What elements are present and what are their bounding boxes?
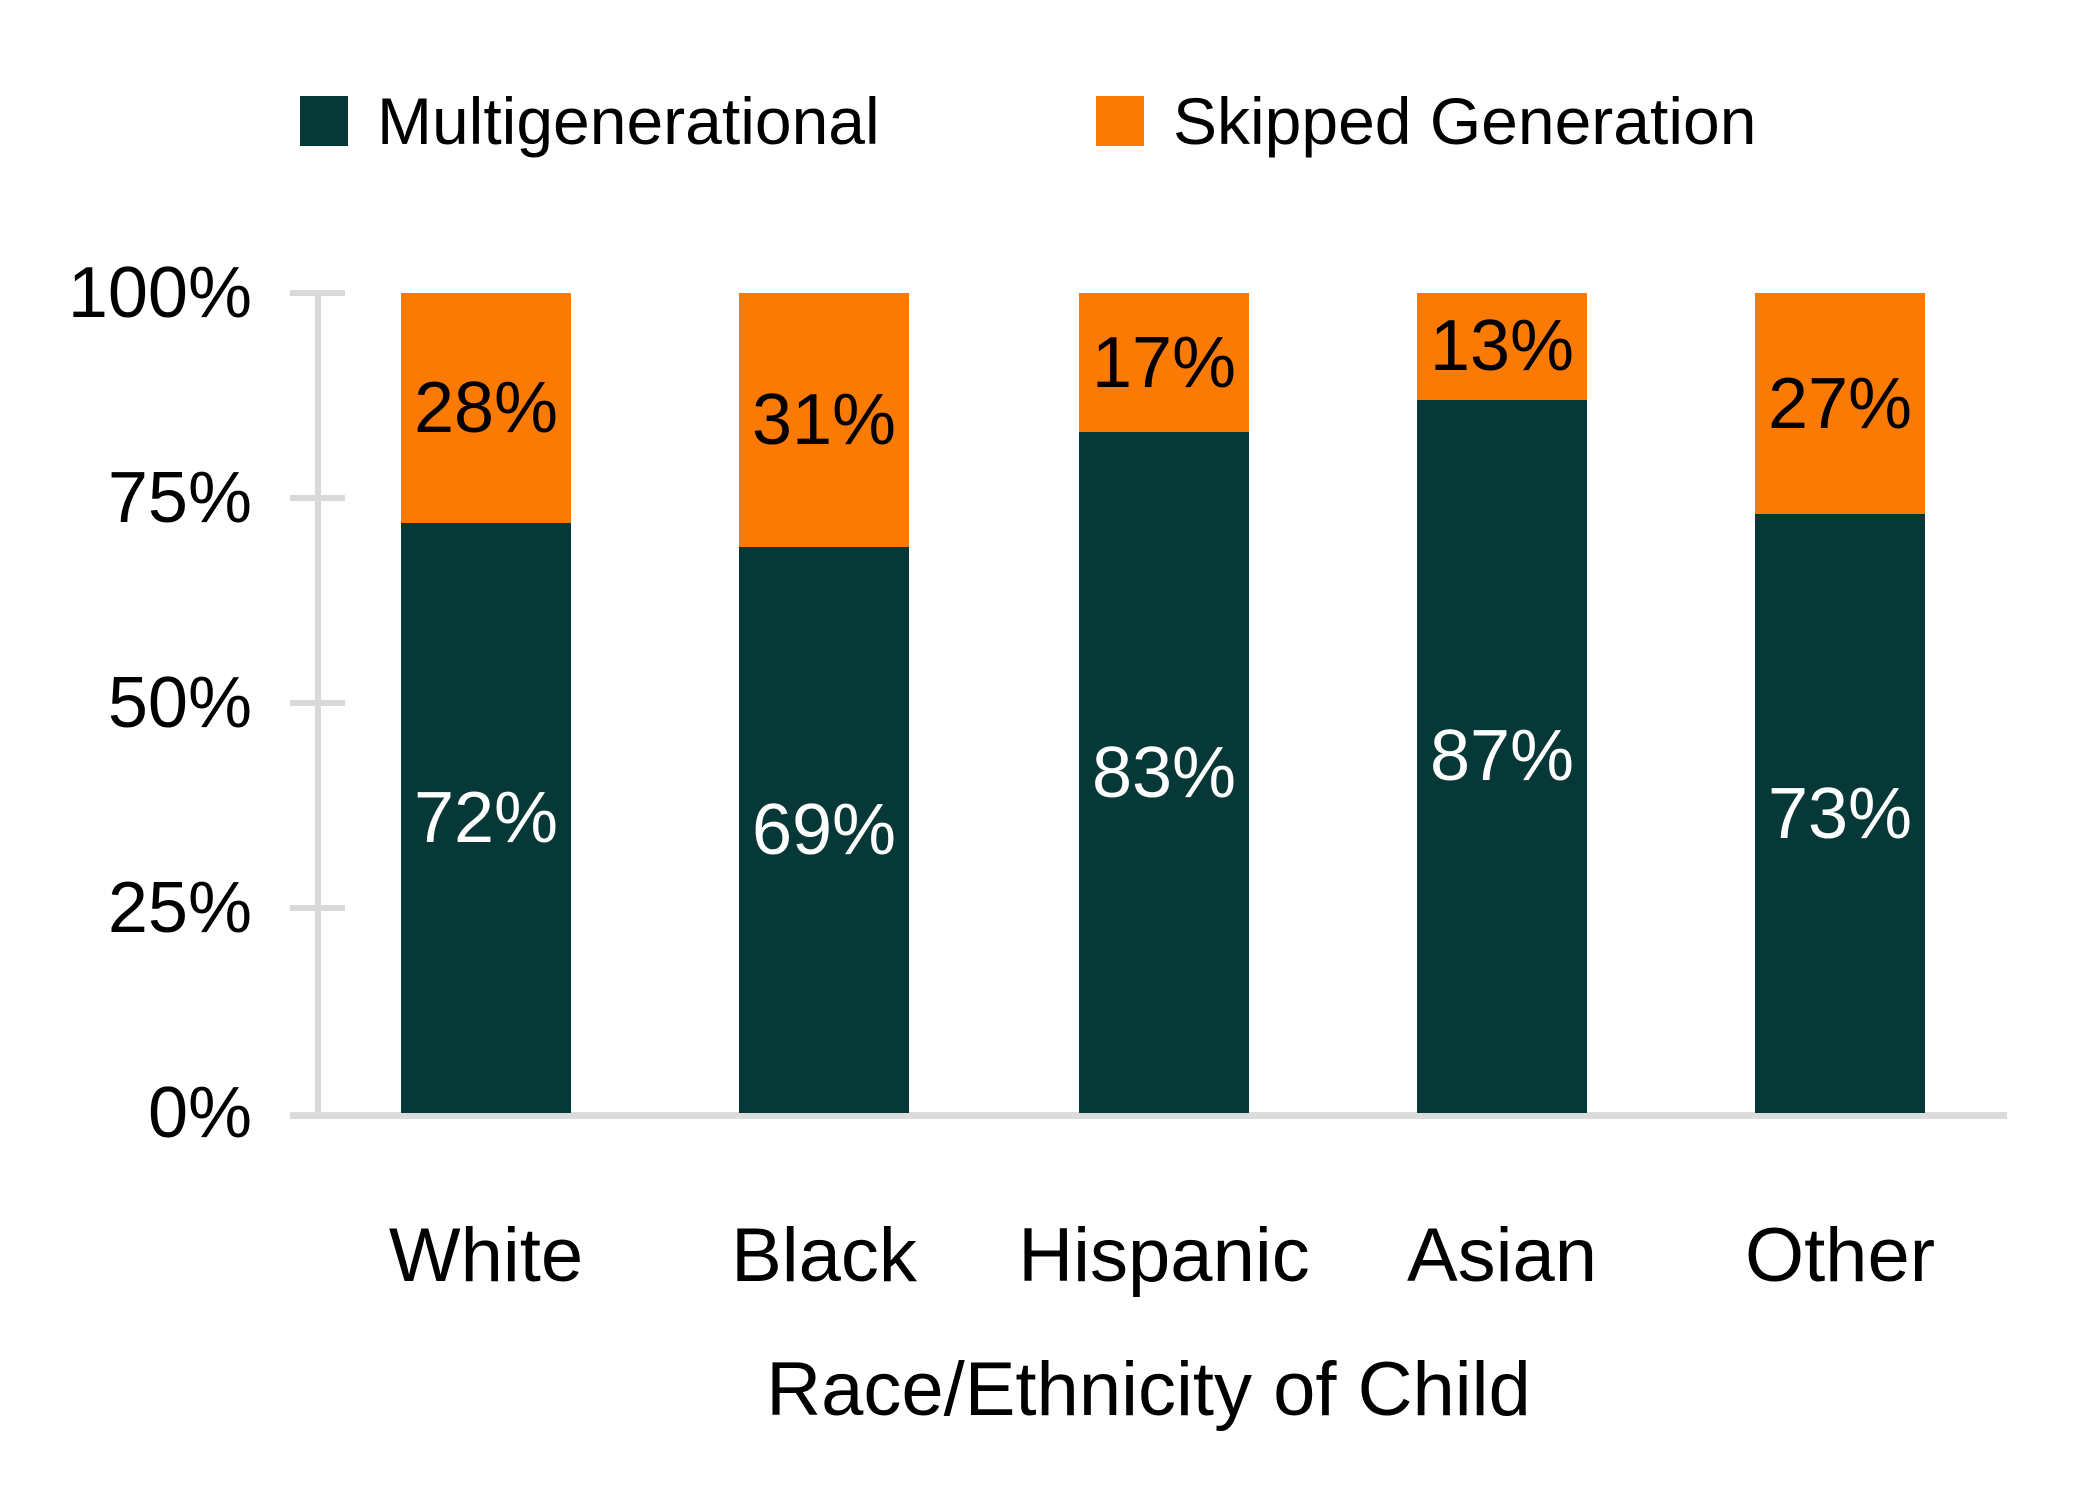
data-label: 87% [1429,716,1575,797]
x-tick-label-hispanic: Hispanic [1018,1213,1310,1298]
bar-white: 28% 72% [401,293,571,1113]
data-label: 17% [1091,322,1237,403]
bar-other: 27% 73% [1755,293,1925,1113]
x-tick-label-other: Other [1744,1213,1936,1298]
bar-segment-skipped-generation-asian: 13% [1417,293,1587,400]
legend-label-multigenerational: Multigenerational [377,84,880,158]
x-axis-line [290,1112,2007,1119]
bar-segment-multigenerational-asian: 87% [1417,399,1587,1113]
bar-black: 31% 69% [739,293,909,1113]
y-tick-label: 100% [67,253,252,333]
y-tick-label: 0% [147,1073,252,1153]
data-label: 13% [1429,306,1575,387]
legend-swatch-skipped-generation [1096,96,1144,146]
y-tick-mark [290,700,345,706]
bar-segment-multigenerational-black: 69% [739,547,909,1113]
x-tick-label-asian: Asian [1406,1213,1598,1298]
y-tick-label: 25% [107,868,252,948]
legend-label-skipped-generation: Skipped Generation [1173,84,1757,158]
legend-swatch-multigenerational [300,96,348,146]
data-label: 28% [413,367,559,448]
x-tick-label-white: White [388,1213,584,1298]
y-tick-mark [290,495,345,501]
data-label: 31% [751,380,897,461]
data-label: 27% [1767,363,1913,444]
x-tick-label-black: Black [731,1213,917,1298]
bar-segment-multigenerational-white: 72% [401,522,571,1113]
data-label: 69% [751,790,897,871]
legend-item-skipped-generation: Skipped Generation [1096,86,1756,156]
bar-segment-multigenerational-other: 73% [1755,514,1925,1113]
y-tick-label: 75% [107,458,252,538]
x-axis-title: Race/Ethnicity of Child [766,1347,1531,1432]
y-tick-label: 50% [107,663,252,743]
y-tick-mark [290,905,345,911]
bar-segment-skipped-generation-other: 27% [1755,293,1925,515]
y-tick-mark [290,290,345,296]
data-label: 72% [413,777,559,858]
data-label: 83% [1091,732,1237,813]
data-label: 73% [1767,773,1913,854]
bar-asian: 13% 87% [1417,293,1587,1113]
legend-item-multigenerational: Multigenerational [300,86,880,156]
bar-hispanic: 17% 83% [1079,293,1249,1113]
bar-segment-skipped-generation-white: 28% [401,293,571,523]
bar-segment-skipped-generation-hispanic: 17% [1079,293,1249,433]
bar-segment-multigenerational-hispanic: 83% [1079,432,1249,1113]
bar-segment-skipped-generation-black: 31% [739,293,909,548]
